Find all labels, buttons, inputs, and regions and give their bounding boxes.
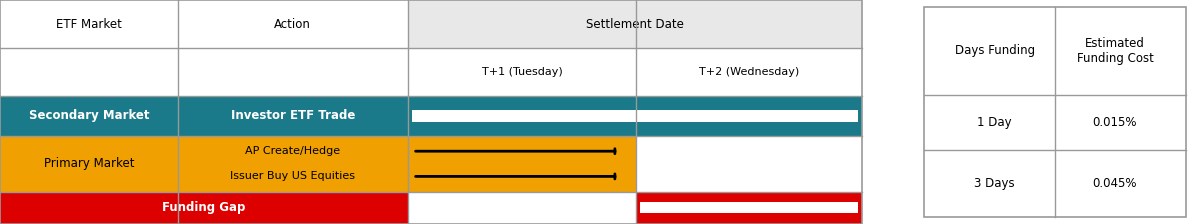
Text: 0.045%: 0.045% (1093, 177, 1138, 190)
Text: Primary Market: Primary Market (43, 157, 134, 170)
Text: ETF Market: ETF Market (56, 17, 121, 31)
Text: 1 Day: 1 Day (977, 116, 1012, 129)
Bar (412, 110, 858, 122)
Text: Issuer Buy US Equities: Issuer Buy US Equities (230, 171, 355, 181)
Text: Investor ETF Trade: Investor ETF Trade (230, 109, 355, 123)
Text: T+2 (Wednesday): T+2 (Wednesday) (698, 67, 799, 77)
Bar (640, 202, 858, 213)
Text: T+1 (Tuesday): T+1 (Tuesday) (481, 67, 563, 77)
Text: Funding Gap: Funding Gap (162, 201, 246, 214)
Text: Action: Action (275, 17, 311, 31)
Bar (636, 192, 862, 224)
Bar (0, 96, 862, 136)
Bar (0, 136, 862, 192)
Bar (0, 0, 862, 224)
Bar (636, 136, 862, 192)
Bar (408, 192, 636, 224)
Bar (408, 0, 862, 48)
Bar (0, 0, 862, 224)
Text: Days Funding: Days Funding (954, 44, 1034, 58)
Bar (924, 7, 1186, 217)
Bar (0, 192, 408, 224)
Text: 0.015%: 0.015% (1093, 116, 1138, 129)
Text: 3 Days: 3 Days (974, 177, 1015, 190)
Text: Settlement Date: Settlement Date (586, 17, 684, 31)
Text: Estimated
Funding Cost: Estimated Funding Cost (1076, 37, 1153, 65)
Text: Secondary Market: Secondary Market (29, 109, 149, 123)
Text: AP Create/Hedge: AP Create/Hedge (245, 146, 341, 156)
